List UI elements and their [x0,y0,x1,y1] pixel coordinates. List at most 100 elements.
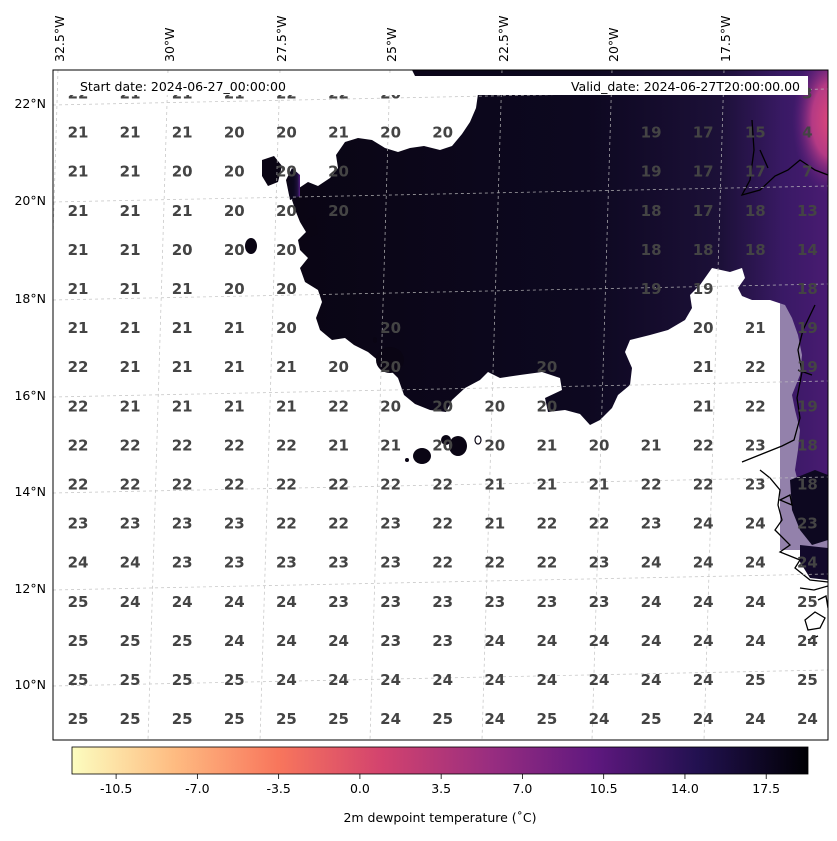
lat-label: 22°N [14,96,46,111]
grid-value: 21 [224,319,245,337]
grid-value: 20 [432,397,453,415]
grid-value: 21 [484,515,505,533]
grid-value: 21 [328,124,349,142]
grid-value: 20 [328,202,349,220]
grid-value: 19 [693,280,714,298]
grid-value: 24 [224,632,245,650]
grid-value: 20 [484,397,505,415]
grid-value: 23 [484,593,505,611]
grid-value: 24 [745,710,766,728]
lat-label: 20°N [14,193,46,208]
grid-value: 24 [745,593,766,611]
grid-value: 15 [745,124,766,142]
grid-value: 23 [641,515,662,533]
grid-value: 22 [536,515,557,533]
grid-value: 23 [380,593,401,611]
lat-label: 14°N [14,484,46,499]
grid-value: 22 [432,515,453,533]
grid-value: 19 [641,163,662,181]
grid-value: 19 [797,319,818,337]
grid-value: 18 [797,436,818,454]
grid-value: 23 [745,436,766,454]
grid-value: 24 [536,632,557,650]
grid-value: 22 [380,476,401,494]
grid-value: 20 [536,358,557,376]
grid-value: 23 [745,476,766,494]
grid-value: 24 [328,632,349,650]
grid-value: 18 [641,202,662,220]
grid-value: 24 [693,710,714,728]
map-frame [52,69,829,741]
grid-value: 22 [276,476,297,494]
grid-value: 23 [589,554,610,572]
grid-value: 21 [68,319,89,337]
grid-value: 23 [224,554,245,572]
grid-value: 22 [536,554,557,572]
colorbar-tick-label: 3.5 [431,781,451,796]
grid-value: 24 [641,554,662,572]
grid-value: 23 [328,593,349,611]
grid-value: 25 [120,671,141,689]
lat-label: 18°N [14,291,46,306]
grid-value: 22 [68,476,89,494]
grid-value: 24 [693,554,714,572]
grid-value: 17 [693,163,714,181]
header-box: Start date: 2024-06-27_00:00:00 Valid_da… [64,76,808,95]
grid-value: 20 [276,202,297,220]
grid-value: 20 [276,280,297,298]
lat-label: 10°N [14,677,46,692]
grid-value: 20 [380,319,401,337]
grid-value: 23 [380,554,401,572]
lat-label: 12°N [14,581,46,596]
grid-value: 20 [172,241,193,259]
grid-value: 19 [641,124,662,142]
grid-value: 24 [797,632,818,650]
grid-value: 20 [276,241,297,259]
grid-value: 22 [172,436,193,454]
grid-value: 24 [484,671,505,689]
grid-value: 20 [536,397,557,415]
lon-label: 17.5°W [718,16,733,62]
grid-value: 21 [172,358,193,376]
grid-value: 23 [172,554,193,572]
grid-value: 22 [693,476,714,494]
grid-value: 21 [120,202,141,220]
grid-value: 23 [380,632,401,650]
lon-label: 20°W [606,27,621,62]
graticule [53,70,828,740]
grid-value: 24 [276,632,297,650]
grid-value: 24 [536,671,557,689]
colorbar-ticks: -10.5 -7.0 -3.5 0.0 3.5 7.0 10.5 14.0 17.5 [100,774,780,796]
grid-value: 21 [172,280,193,298]
grid-value: 21 [484,476,505,494]
grid-value: 24 [641,671,662,689]
grid-value: 24 [797,554,818,572]
dewpoint-value-grid: 2221212122222032121212020212020191715421… [68,85,818,729]
lon-label: 25°W [384,27,399,62]
grid-value: 24 [120,593,141,611]
grid-value: 22 [432,554,453,572]
grid-value: 14 [797,241,818,259]
grid-value: 20 [380,397,401,415]
grid-value: 21 [224,358,245,376]
grid-value: 17 [745,163,766,181]
grid-value: 20 [224,124,245,142]
grid-value: 23 [224,515,245,533]
grid-value: 25 [120,710,141,728]
grid-value: 22 [589,515,610,533]
grid-value: 22 [68,436,89,454]
grid-value: 25 [224,710,245,728]
grid-value: 23 [120,515,141,533]
grid-value: 21 [120,319,141,337]
grid-value: 23 [536,593,557,611]
map-area: 2221212122222032121212020212020191715421… [53,70,828,740]
grid-value: 21 [172,124,193,142]
grid-value: 24 [380,671,401,689]
colorbar-tick-label: 10.5 [590,781,618,796]
grid-value: 24 [641,593,662,611]
grid-value: 24 [484,710,505,728]
grid-value: 23 [172,515,193,533]
grid-value: 24 [276,593,297,611]
grid-value: 17 [693,202,714,220]
